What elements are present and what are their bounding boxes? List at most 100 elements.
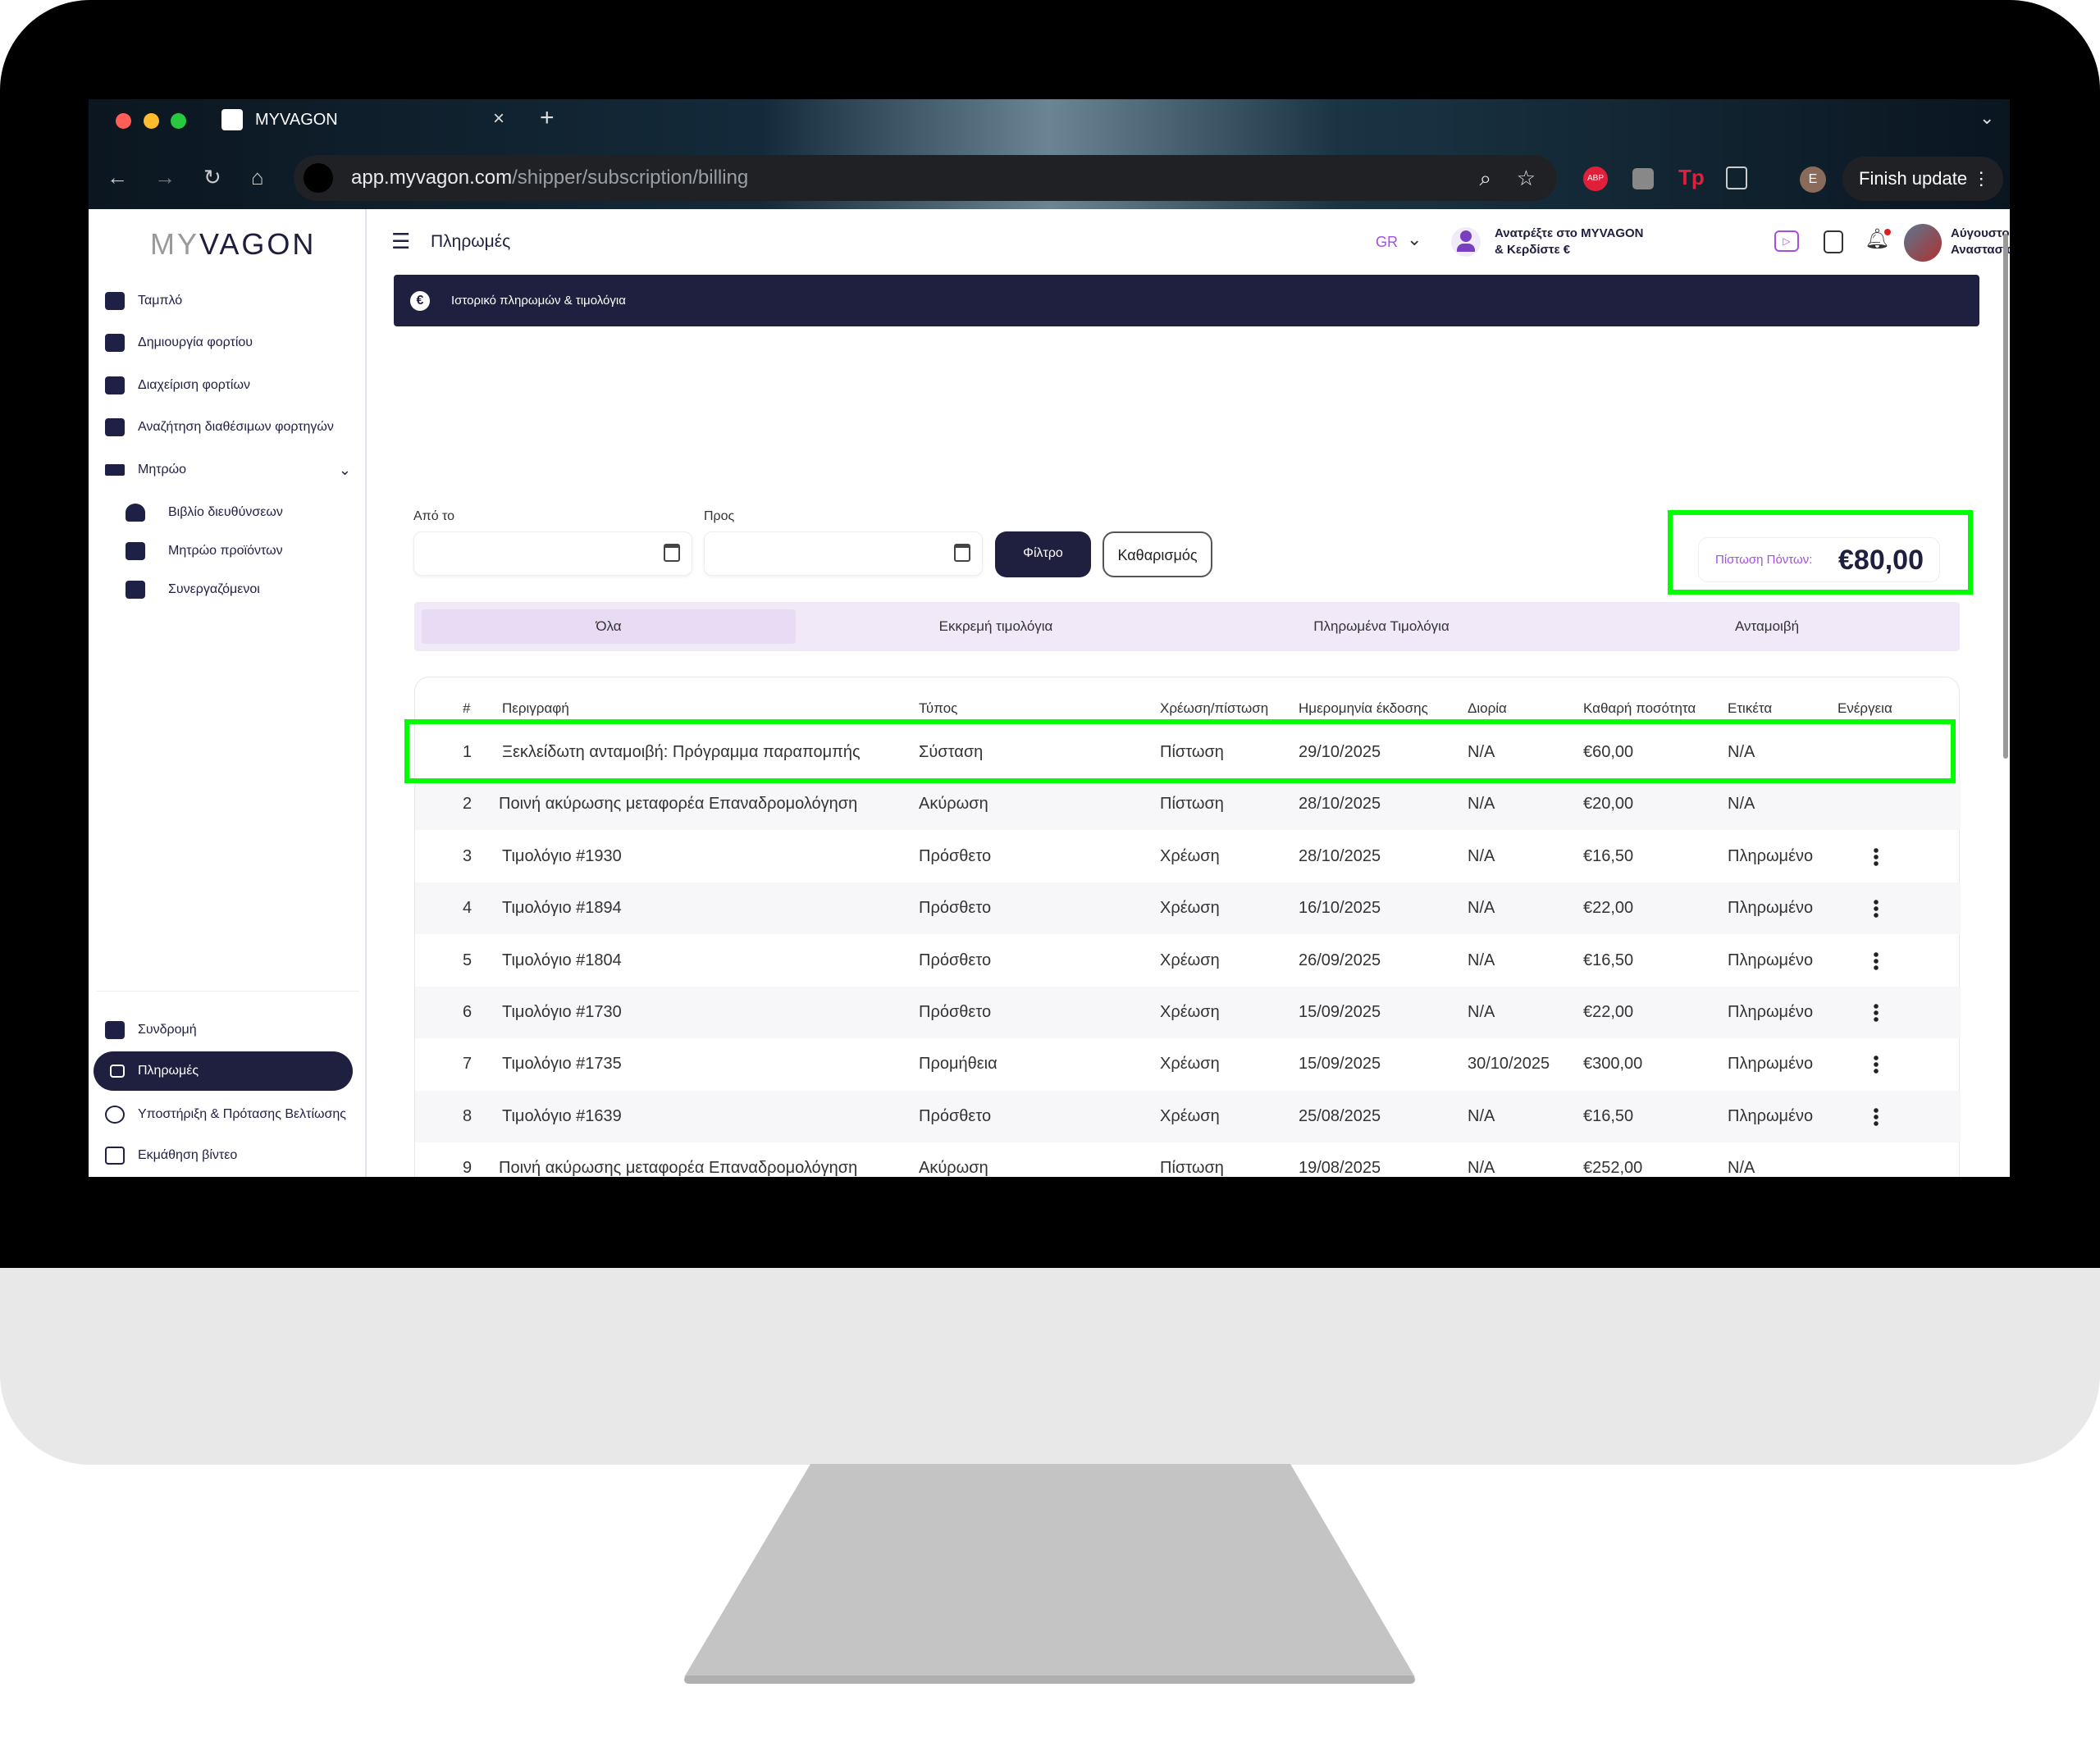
user-name[interactable]: Αύγουστος Αναστασιά... [1951, 226, 2010, 258]
highlight-row-box [404, 719, 1956, 783]
col-debit-credit: Πίστωση [1160, 795, 1224, 814]
more-actions-icon[interactable] [1874, 1106, 1879, 1127]
tp-extension-icon[interactable]: Tp [1678, 165, 1705, 189]
receipt-icon [110, 1065, 125, 1078]
col-debit-credit: Χρέωση [1160, 1106, 1220, 1125]
forward-icon[interactable]: → [154, 165, 176, 189]
tab-list-chevron-icon[interactable]: ⌄ [1979, 107, 1995, 128]
tab-reward[interactable]: Ανταμοιβή [1734, 618, 1800, 634]
col-description: Ποινή ακύρωσης μεταφορέα Επαναδρομολόγησ… [499, 1159, 858, 1177]
reload-icon[interactable]: ↻ [203, 165, 221, 189]
sidebar-item-manage-loads[interactable]: Διαχείριση φορτίων [105, 369, 250, 402]
col-debit-credit: Χρέωση [1160, 1003, 1220, 1021]
col-debit-credit: Χρέωση [1160, 846, 1220, 865]
chevron-down-icon[interactable]: ⌄ [1407, 229, 1422, 249]
filter-button[interactable]: Φίλτρο [995, 531, 1091, 577]
sidebar-item-partners[interactable]: Συνεργαζόμενοι [126, 573, 260, 606]
col-deadline: N/A [1468, 1106, 1495, 1125]
finish-update-button[interactable]: Finish update ⋮ [1842, 157, 2003, 201]
table-row[interactable]: 8 Τιμολόγιο #1639 Πρόσθετο Χρέωση 25/08/2025… [415, 1090, 1961, 1142]
sidebar-item-dashboard[interactable]: Ταμπλό [105, 285, 182, 317]
sidebar-item-label: Βιβλίο διευθύνσεων [168, 505, 283, 519]
adblock-extension-icon[interactable]: ABP [1583, 166, 1608, 191]
support-icon [105, 1106, 125, 1124]
col-debit-credit: Χρέωση [1160, 899, 1220, 918]
sidebar-item-registry[interactable]: Μητρώο ⌄ [105, 454, 351, 486]
myvagon-logo[interactable]: MYVAGON [150, 227, 316, 262]
scrollbar[interactable] [2003, 234, 2008, 759]
sidebar-item-subscription[interactable]: Συνδρομή [105, 1014, 197, 1046]
more-actions-icon[interactable] [1874, 899, 1879, 919]
table-row[interactable]: 1 Ξεκλείδωτη ανταμοιβή: Πρόγραμμα παραπομ… [415, 727, 1961, 778]
close-tab-icon[interactable]: × [493, 107, 505, 130]
col-net-amount: €300,00 [1583, 1055, 1643, 1074]
col-issue-date: 16/10/2025 [1299, 899, 1381, 918]
table-row[interactable]: 4 Τιμολόγιο #1894 Πρόσθετο Χρέωση 16/10/2025… [415, 882, 1961, 935]
sidebar-item-support[interactable]: Υποστήριξη & Πρότασης Βελτίωσης [105, 1098, 346, 1131]
col-type: Σύσταση [919, 743, 984, 761]
profile-avatar[interactable]: E [1800, 166, 1826, 193]
extensions-puzzle-icon[interactable] [1726, 166, 1747, 189]
col-num: 4 [463, 899, 472, 918]
table-row[interactable]: 7 Τιμολόγιο #1735 Προμήθεια Χρέωση 15/09/202… [415, 1038, 1961, 1090]
tabs: Όλα Εκκρεμή τιμολόγια Πληρωμένα Τιμολόγι… [414, 602, 1960, 651]
to-date-label: Προς [704, 509, 735, 523]
user-avatar[interactable] [1904, 224, 1942, 262]
referral-user-icon[interactable] [1451, 227, 1481, 257]
language-select[interactable]: GR [1376, 234, 1398, 250]
minimize-window-button[interactable] [144, 113, 159, 129]
col-label: Πληρωμένο [1728, 1106, 1814, 1125]
from-date-input[interactable] [413, 531, 692, 576]
menu-icon[interactable]: ☰ [391, 229, 411, 253]
col-label: Πληρωμένο [1728, 951, 1814, 969]
tab-paid[interactable]: Πληρωμένα Τιμολόγια [1313, 618, 1449, 634]
clear-button[interactable]: Καθαρισμός [1102, 531, 1212, 577]
bell-icon[interactable]: 🔔︎ [1865, 228, 1892, 250]
column-header-label: Ετικέτα [1728, 700, 1773, 716]
sidebar-item-payments[interactable]: Πληρωμές [94, 1051, 353, 1091]
truck-search-icon [105, 418, 125, 436]
table-row[interactable]: 6 Τιμολόγιο #1730 Πρόσθετο Χρέωση 15/09/2025… [415, 987, 1961, 1038]
more-actions-icon[interactable] [1874, 1003, 1879, 1023]
col-deadline: N/A [1468, 1003, 1495, 1021]
extension-icon[interactable] [1632, 168, 1654, 189]
maximize-window-button[interactable] [171, 113, 186, 129]
calendar-icon[interactable] [664, 544, 680, 562]
home-icon[interactable]: ⌂ [251, 165, 264, 189]
table-row[interactable]: 5 Τιμολόγιο #1804 Πρόσθετο Χρέωση 26/09/2025… [415, 935, 1961, 987]
zoom-icon[interactable]: ⌕ [1479, 166, 1491, 190]
referral-link[interactable]: Ανατρέξτε στο MYVAGON & Κερδίστε € [1495, 226, 1644, 258]
table-row[interactable]: 3 Τιμολόγιο #1930 Πρόσθετο Χρέωση 28/10/2025… [415, 831, 1961, 882]
notes-icon[interactable] [1824, 230, 1843, 253]
browser-chrome: MYVAGON × + ⌄ ← → ↻ ⌂ app.myvagon.com/sh… [89, 99, 2010, 209]
sidebar-item-search-trucks[interactable]: Αναζήτηση διαθέσιμων φορτηγών [105, 411, 334, 444]
site-settings-icon[interactable] [304, 163, 333, 193]
more-actions-icon[interactable] [1874, 951, 1879, 971]
address-bar[interactable]: app.myvagon.com/shipper/subscription/bil… [294, 155, 1557, 201]
calendar-icon[interactable] [954, 544, 970, 562]
sidebar-item-products[interactable]: Μητρώο προϊόντων [126, 535, 283, 568]
close-window-button[interactable] [116, 113, 131, 129]
more-actions-icon[interactable] [1874, 846, 1879, 867]
bookmark-star-icon[interactable]: ☆ [1516, 166, 1536, 190]
col-label: N/A [1728, 1159, 1755, 1177]
sidebar-item-create-load[interactable]: Δημιουργία φορτίου [105, 326, 253, 359]
sidebar-item-address-book[interactable]: Βιβλίο διευθύνσεων [126, 496, 283, 529]
more-actions-icon[interactable] [1874, 1055, 1879, 1075]
to-date-input[interactable] [704, 531, 983, 576]
tab-all[interactable]: Όλα [596, 618, 622, 634]
col-type: Πρόσθετο [919, 1003, 992, 1021]
col-description: Τιμολόγιο #1730 [502, 1003, 622, 1021]
tab-pending[interactable]: Εκκρεμή τιμολόγια [938, 618, 1053, 634]
table-row[interactable]: 9 Ποινή ακύρωσης μεταφορέα Επαναδρομολόγη… [415, 1142, 1961, 1177]
col-description: Τιμολόγιο #1894 [502, 899, 622, 918]
browser-tab-title[interactable]: MYVAGON [255, 111, 338, 129]
sidebar-item-video[interactable]: Εκμάθηση βίντεο [105, 1139, 237, 1172]
new-tab-icon[interactable]: + [540, 104, 555, 131]
col-issue-date: 29/10/2025 [1299, 743, 1381, 761]
col-issue-date: 28/10/2025 [1299, 795, 1381, 814]
back-icon[interactable]: ← [107, 165, 128, 189]
table-row[interactable]: 2 Ποινή ακύρωσης μεταφορέα Επαναδρομολόγη… [415, 778, 1961, 831]
video-tutorial-icon[interactable]: ▷ [1774, 230, 1799, 252]
user-name-line: Αναστασιά... [1951, 243, 2010, 257]
